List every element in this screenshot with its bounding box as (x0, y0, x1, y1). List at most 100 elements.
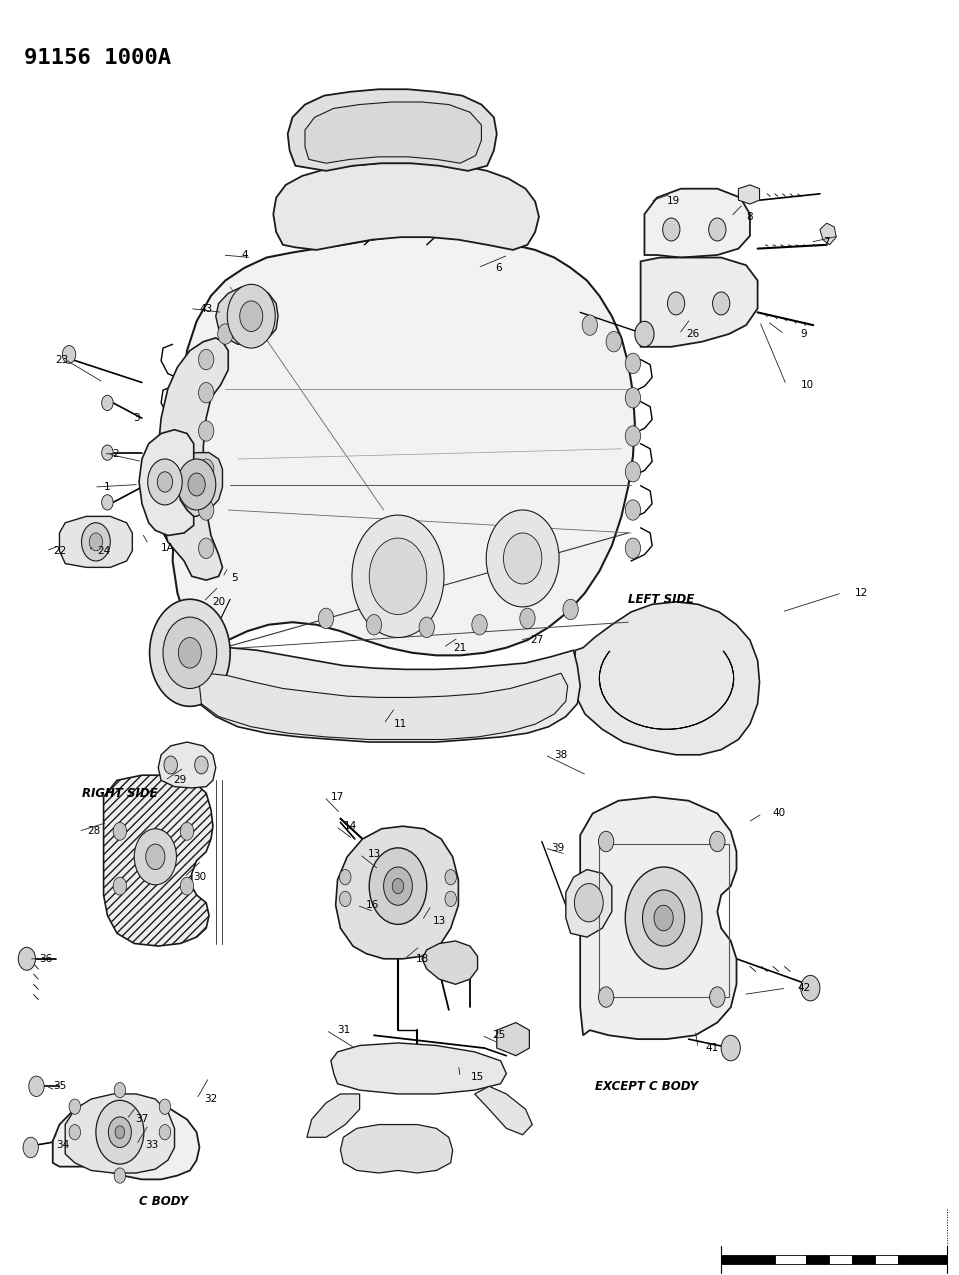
Bar (852, 1255, 875, 1265)
Circle shape (654, 905, 673, 931)
Text: 11: 11 (394, 719, 408, 729)
Circle shape (177, 459, 216, 510)
Circle shape (96, 1100, 144, 1164)
Circle shape (199, 538, 214, 558)
Circle shape (366, 615, 382, 635)
Circle shape (710, 831, 725, 852)
Polygon shape (641, 258, 758, 347)
Circle shape (240, 301, 263, 332)
Circle shape (598, 831, 614, 852)
Circle shape (108, 1117, 131, 1148)
Circle shape (18, 947, 35, 970)
Circle shape (199, 500, 214, 520)
Text: 33: 33 (145, 1140, 158, 1150)
Polygon shape (199, 673, 568, 740)
Polygon shape (820, 223, 836, 245)
Text: 7: 7 (824, 237, 830, 247)
Text: 91156 1000A: 91156 1000A (24, 48, 171, 69)
Circle shape (625, 867, 702, 969)
Text: 29: 29 (174, 775, 187, 785)
Circle shape (625, 426, 641, 446)
Circle shape (102, 445, 113, 460)
Polygon shape (336, 826, 458, 959)
Polygon shape (158, 338, 228, 580)
Circle shape (163, 617, 217, 689)
Bar (721, 1255, 775, 1265)
Text: 24: 24 (97, 546, 110, 556)
Text: 26: 26 (686, 329, 699, 339)
Polygon shape (59, 516, 132, 567)
Text: 30: 30 (193, 872, 206, 882)
Text: 25: 25 (492, 1030, 505, 1040)
Circle shape (339, 870, 351, 885)
Text: 2: 2 (112, 449, 118, 459)
Circle shape (159, 1125, 171, 1140)
Circle shape (445, 870, 456, 885)
Text: 28: 28 (87, 826, 101, 836)
Polygon shape (139, 430, 194, 536)
Circle shape (159, 1099, 171, 1114)
Circle shape (115, 1126, 125, 1139)
Circle shape (635, 321, 654, 347)
Text: 20: 20 (212, 597, 225, 607)
Circle shape (146, 844, 165, 870)
Circle shape (199, 382, 214, 403)
Circle shape (89, 533, 103, 551)
Circle shape (199, 459, 214, 479)
Polygon shape (580, 797, 737, 1039)
Circle shape (113, 822, 127, 840)
Text: 1A: 1A (161, 543, 175, 553)
Polygon shape (566, 870, 612, 937)
Circle shape (582, 315, 597, 335)
Text: 37: 37 (135, 1114, 149, 1125)
Text: RIGHT SIDE: RIGHT SIDE (82, 787, 157, 799)
Polygon shape (738, 185, 760, 204)
Circle shape (114, 1168, 126, 1183)
Text: 19: 19 (667, 196, 680, 207)
Circle shape (625, 353, 641, 374)
Circle shape (69, 1125, 81, 1140)
Circle shape (29, 1076, 44, 1096)
Circle shape (188, 473, 205, 496)
Bar (875, 1255, 898, 1265)
Circle shape (318, 608, 334, 629)
Polygon shape (273, 163, 539, 250)
Text: 43: 43 (199, 303, 213, 314)
Text: 35: 35 (53, 1081, 66, 1091)
Circle shape (445, 891, 456, 907)
Text: 6: 6 (496, 263, 502, 273)
Circle shape (164, 756, 177, 774)
Circle shape (472, 615, 487, 635)
Text: 42: 42 (797, 983, 810, 993)
Circle shape (709, 218, 726, 241)
Text: 38: 38 (554, 750, 568, 760)
Polygon shape (171, 453, 222, 516)
Circle shape (218, 324, 233, 344)
Polygon shape (53, 1099, 199, 1179)
Text: 36: 36 (39, 954, 53, 964)
Polygon shape (475, 1086, 532, 1135)
Circle shape (520, 608, 535, 629)
Circle shape (710, 987, 725, 1007)
Circle shape (663, 218, 680, 241)
Text: 23: 23 (56, 354, 69, 365)
Polygon shape (216, 287, 278, 344)
Circle shape (801, 975, 820, 1001)
Circle shape (563, 599, 578, 620)
Polygon shape (307, 1094, 360, 1137)
Text: 34: 34 (56, 1140, 69, 1150)
Text: 15: 15 (471, 1072, 484, 1082)
Circle shape (69, 1099, 81, 1114)
Circle shape (625, 462, 641, 482)
Circle shape (180, 822, 194, 840)
Text: 9: 9 (801, 329, 807, 339)
Polygon shape (288, 89, 497, 171)
Circle shape (606, 332, 621, 352)
Text: 27: 27 (530, 635, 544, 645)
Circle shape (574, 884, 603, 922)
Circle shape (352, 515, 444, 638)
Circle shape (195, 756, 208, 774)
Text: 17: 17 (331, 792, 344, 802)
Text: 10: 10 (801, 380, 814, 390)
Circle shape (713, 292, 730, 315)
